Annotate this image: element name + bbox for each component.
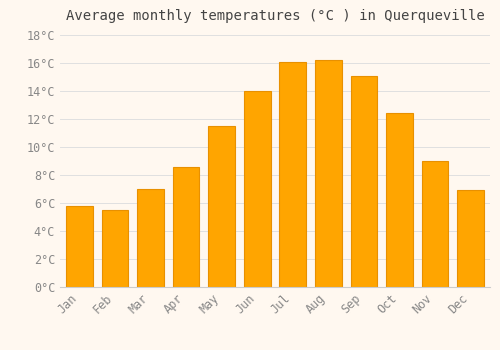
Bar: [208, 126, 235, 287]
Bar: [102, 210, 128, 287]
Bar: [66, 206, 93, 287]
Bar: [280, 62, 306, 287]
Bar: [422, 161, 448, 287]
Bar: [315, 60, 342, 287]
Title: Average monthly temperatures (°C ) in Querqueville: Average monthly temperatures (°C ) in Qu…: [66, 9, 484, 23]
Bar: [138, 189, 164, 287]
Bar: [173, 167, 200, 287]
Bar: [386, 113, 412, 287]
Bar: [457, 190, 484, 287]
Bar: [350, 76, 377, 287]
Bar: [244, 91, 270, 287]
